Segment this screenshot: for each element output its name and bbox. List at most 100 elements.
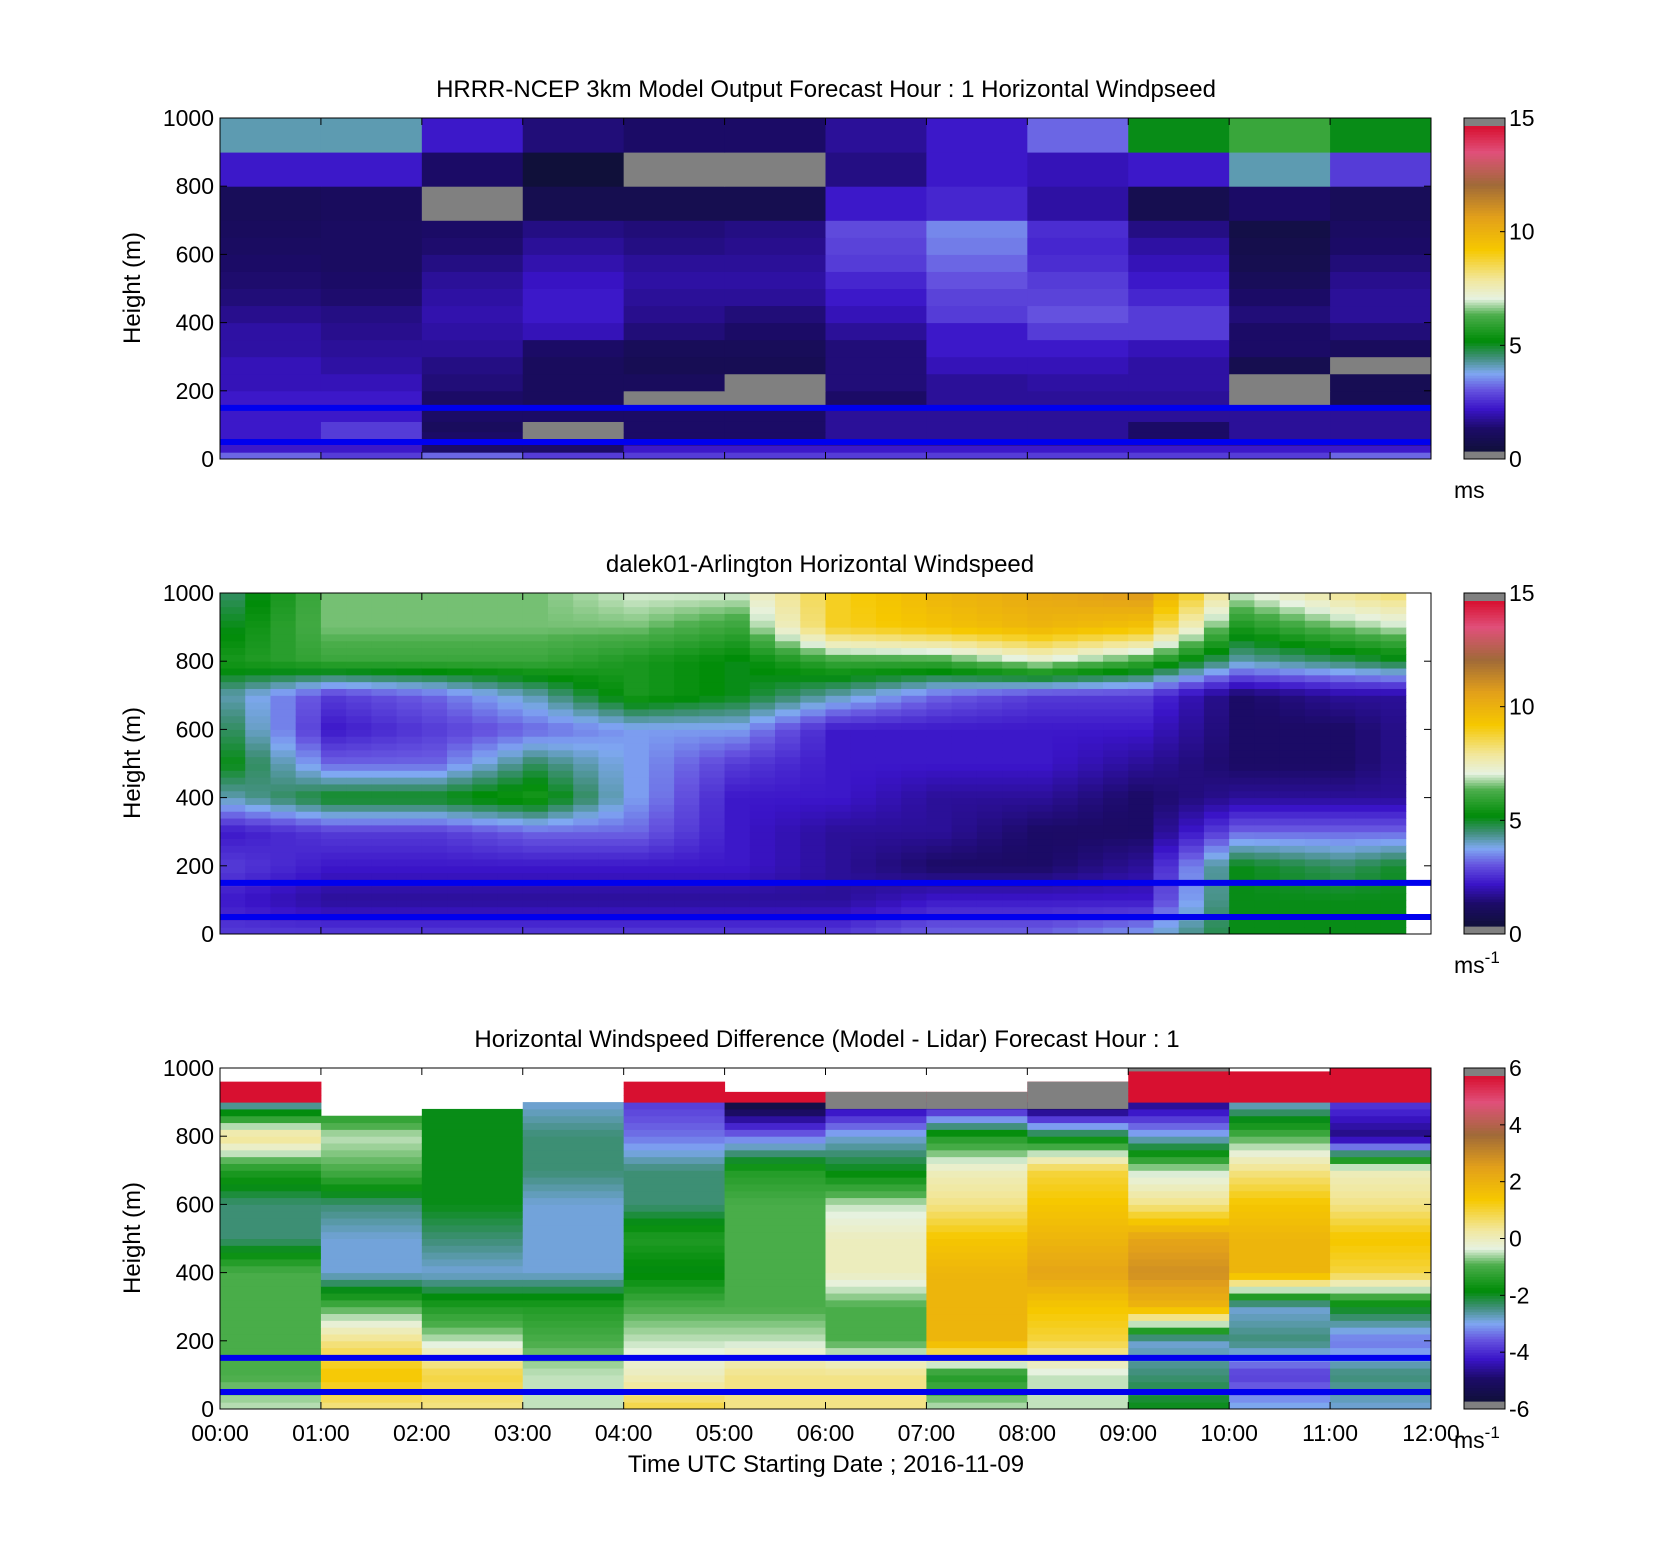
colorbar-segment bbox=[1464, 898, 1505, 903]
heatmap-cell bbox=[472, 627, 499, 635]
heatmap-cell bbox=[1027, 790, 1054, 799]
heatmap-cell bbox=[447, 893, 473, 901]
heatmap-cell bbox=[472, 872, 499, 880]
heatmap-cell bbox=[1128, 749, 1154, 758]
heatmap-cell bbox=[421, 1122, 524, 1130]
heatmap-cell bbox=[1128, 756, 1154, 764]
heatmap-cell bbox=[245, 627, 271, 635]
heatmap-cell bbox=[1153, 613, 1180, 621]
heatmap-cell bbox=[800, 831, 826, 840]
panel-1-ylabel: Height (m) bbox=[119, 232, 146, 344]
colorbar-segment bbox=[1464, 844, 1505, 849]
heatmap-cell bbox=[1002, 729, 1028, 737]
colorbar-segment bbox=[1464, 169, 1505, 173]
heatmap-cell bbox=[901, 927, 927, 935]
heatmap-cell bbox=[573, 770, 599, 778]
heatmap-cell bbox=[699, 838, 726, 846]
heatmap-cell bbox=[220, 695, 246, 703]
heatmap-cell bbox=[1178, 743, 1205, 751]
heatmap-cell bbox=[749, 777, 776, 785]
heatmap-cell bbox=[623, 220, 726, 238]
heatmap-cell bbox=[724, 804, 751, 812]
colorbar-segment bbox=[1464, 1149, 1505, 1153]
heatmap-cell bbox=[371, 620, 398, 628]
heatmap-cell bbox=[825, 906, 852, 915]
heatmap-cell bbox=[220, 804, 246, 812]
heatmap-cell bbox=[775, 695, 801, 703]
heatmap-cell bbox=[421, 620, 448, 628]
heatmap-cell bbox=[1178, 893, 1205, 901]
heatmap-cell bbox=[1330, 1204, 1432, 1212]
heatmap-cell bbox=[1203, 872, 1230, 880]
x-axis-label: Time UTC Starting Date ; 2016-11-09 bbox=[628, 1451, 1024, 1478]
heatmap-cell bbox=[295, 872, 322, 880]
heatmap-cell bbox=[926, 1381, 1028, 1390]
colorbar-segment bbox=[1464, 823, 1505, 827]
heatmap-cell bbox=[1027, 1320, 1129, 1328]
heatmap-cell bbox=[825, 1143, 927, 1151]
heatmap-cell bbox=[926, 390, 1028, 409]
heatmap-cell bbox=[1229, 1368, 1331, 1376]
heatmap-cell bbox=[699, 668, 726, 676]
heatmap-cell bbox=[800, 872, 826, 880]
heatmap-cell bbox=[220, 1340, 322, 1349]
heatmap-cell bbox=[1330, 186, 1432, 221]
heatmap-cell bbox=[623, 1272, 726, 1280]
heatmap-cell bbox=[220, 118, 322, 153]
heatmap-cell bbox=[1027, 1170, 1129, 1178]
heatmap-cell bbox=[1304, 729, 1331, 737]
heatmap-cell bbox=[1330, 1313, 1432, 1321]
heatmap-cell bbox=[1077, 852, 1104, 860]
heatmap-cell bbox=[850, 640, 877, 649]
heatmap-cell bbox=[547, 893, 574, 901]
heatmap-cell bbox=[1229, 1374, 1331, 1383]
heatmap-cell bbox=[951, 661, 978, 669]
heatmap-cell bbox=[1027, 899, 1054, 908]
heatmap-cell bbox=[648, 593, 675, 601]
heatmap-cell bbox=[1002, 593, 1028, 601]
heatmap-cell bbox=[1052, 722, 1079, 730]
heatmap-cell bbox=[699, 661, 726, 669]
heatmap-cell bbox=[522, 1286, 625, 1294]
heatmap-cell bbox=[1229, 254, 1331, 272]
heatmap-cell bbox=[674, 668, 700, 676]
heatmap-cell bbox=[1128, 1299, 1230, 1308]
heatmap-cell bbox=[447, 708, 473, 717]
heatmap-cell bbox=[270, 722, 297, 730]
heatmap-cell bbox=[775, 688, 801, 696]
heatmap-cell bbox=[573, 729, 599, 737]
heatmap-cell bbox=[421, 599, 448, 608]
heatmap-cell bbox=[875, 736, 902, 744]
heatmap-cell bbox=[1254, 818, 1281, 826]
colorbar-segment bbox=[1464, 633, 1505, 637]
heatmap-cell bbox=[1330, 1340, 1432, 1349]
heatmap-cell bbox=[1229, 1272, 1331, 1280]
heatmap-cell bbox=[371, 797, 398, 805]
heatmap-cell bbox=[220, 1197, 322, 1205]
heatmap-cell bbox=[472, 647, 499, 655]
heatmap-cell bbox=[320, 743, 347, 751]
heatmap-cell bbox=[320, 1129, 423, 1137]
heatmap-cell bbox=[1330, 1402, 1432, 1410]
heatmap-cell bbox=[1103, 818, 1129, 826]
heatmap-cell bbox=[547, 783, 574, 792]
heatmap-cell bbox=[1229, 715, 1255, 724]
heatmap-cell bbox=[850, 838, 877, 846]
heatmap-cell bbox=[1027, 339, 1129, 358]
heatmap-cell bbox=[850, 654, 877, 662]
heatmap-cell bbox=[371, 818, 398, 826]
heatmap-cell bbox=[875, 804, 902, 812]
heatmap-cell bbox=[447, 831, 473, 840]
heatmap-cell bbox=[901, 708, 927, 717]
heatmap-cell bbox=[1077, 797, 1104, 805]
colorbar-segment bbox=[1464, 617, 1505, 621]
heatmap-cell bbox=[623, 688, 650, 696]
heatmap-cell bbox=[1077, 661, 1104, 669]
heatmap-cell bbox=[1203, 715, 1230, 724]
heatmap-cell bbox=[1254, 865, 1281, 874]
heatmap-cell bbox=[346, 899, 372, 908]
heatmap-cell bbox=[1355, 620, 1382, 628]
heatmap-cell bbox=[825, 1238, 927, 1246]
heatmap-cell bbox=[699, 824, 726, 833]
heatmap-cell bbox=[1330, 749, 1356, 758]
